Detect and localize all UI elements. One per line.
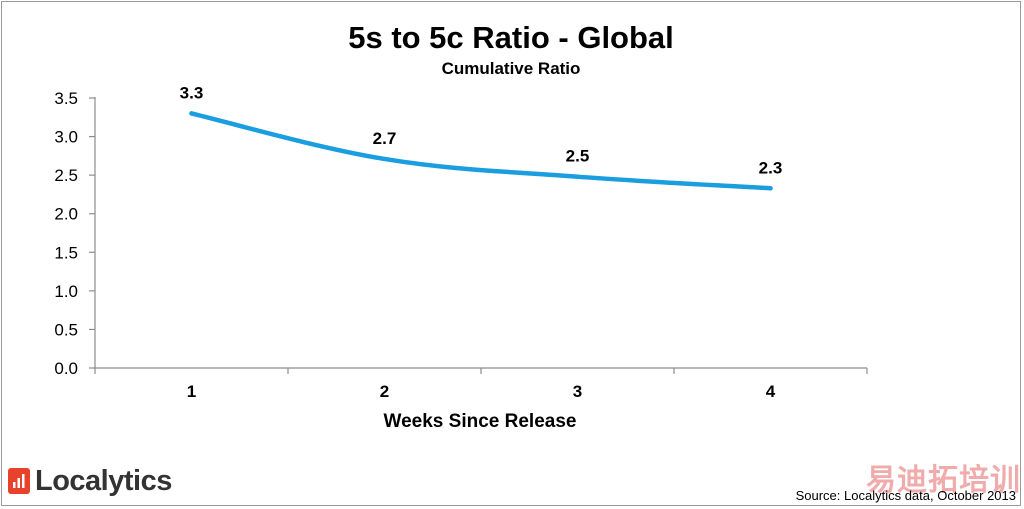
data-point xyxy=(575,174,580,179)
data-label: 2.7 xyxy=(373,129,397,148)
y-tick-label: 0.0 xyxy=(54,359,78,378)
data-label: 2.5 xyxy=(566,147,590,166)
data-labels: 3.3 2.7 2.5 2.3 xyxy=(180,83,783,177)
y-tick-label: 3.0 xyxy=(54,128,78,147)
chart-title: 5s to 5c Ratio - Global xyxy=(348,20,674,55)
y-tick-label: 2.0 xyxy=(54,205,78,224)
data-label: 2.3 xyxy=(759,158,783,177)
x-axis-title: Weeks Since Release xyxy=(384,411,577,432)
x-axis-ticks: 1 2 3 4 xyxy=(94,368,868,401)
localytics-logo: Localytics xyxy=(8,464,172,498)
data-label: 3.3 xyxy=(180,83,204,102)
y-tick-label: 0.5 xyxy=(54,320,78,339)
series-group xyxy=(189,111,773,191)
logo-bars-icon xyxy=(8,468,30,494)
y-tick-label: 1.0 xyxy=(54,282,78,301)
data-point xyxy=(768,186,773,191)
logo-text: Localytics xyxy=(35,464,172,497)
data-point xyxy=(382,156,387,162)
y-axis-ticks: 0.0 0.5 1.0 1.5 2.0 2.5 3.0 3.5 xyxy=(54,89,95,378)
series-line xyxy=(189,111,773,191)
x-tick-label: 2 xyxy=(380,382,389,401)
x-tick-label: 1 xyxy=(187,382,196,401)
x-tick-label: 4 xyxy=(766,382,776,401)
data-point xyxy=(189,111,194,116)
chart-subtitle: Cumulative Ratio xyxy=(442,59,581,78)
x-tick-label: 3 xyxy=(573,382,582,401)
y-tick-label: 3.5 xyxy=(54,89,78,108)
y-tick-label: 1.5 xyxy=(54,243,78,262)
axes xyxy=(94,97,867,369)
y-tick-label: 2.5 xyxy=(54,166,78,185)
watermark: 易迪拓培训 xyxy=(866,463,1021,498)
source-note: Source: Localytics data, October 2013 xyxy=(795,488,1016,503)
